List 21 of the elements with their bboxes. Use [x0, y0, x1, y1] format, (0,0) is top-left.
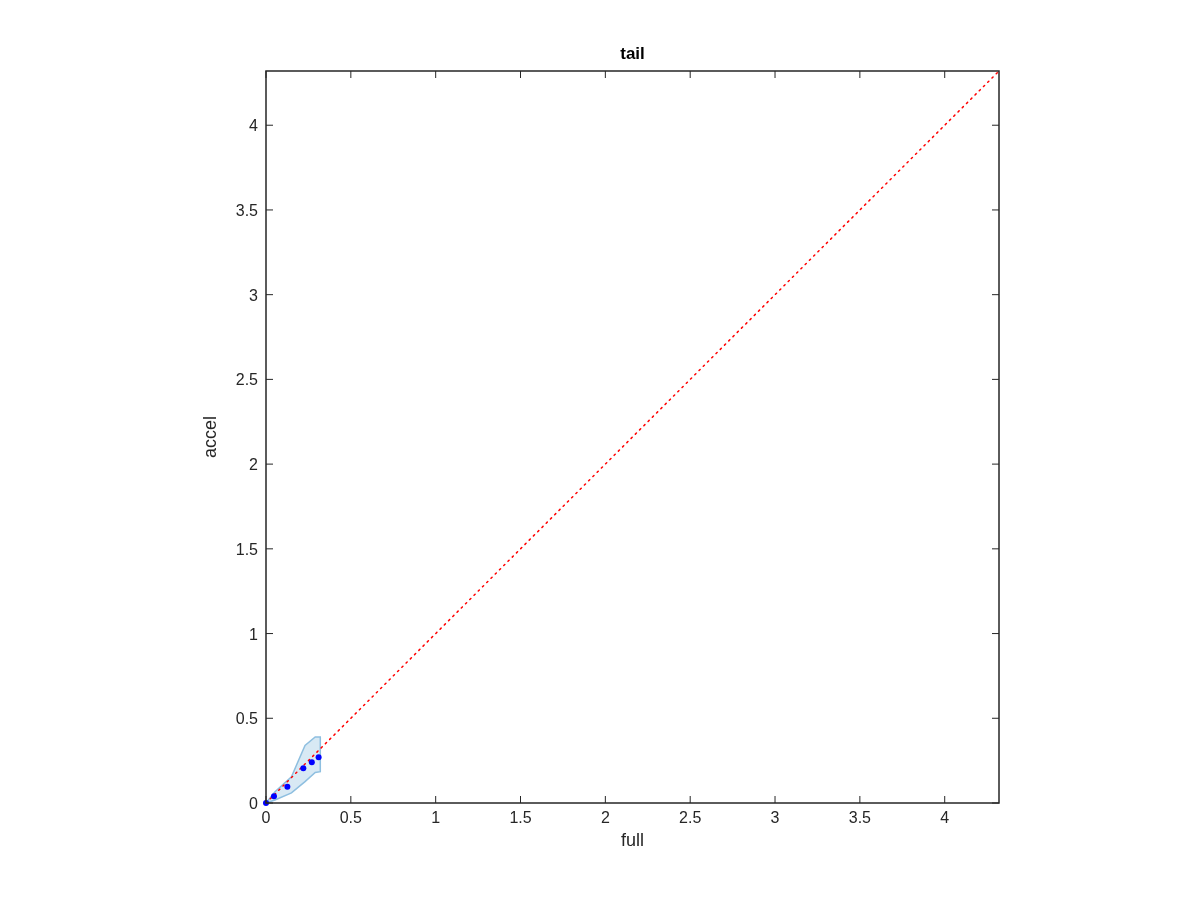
chart-title: tail [620, 44, 645, 63]
x-tick-label: 0.5 [339, 809, 363, 826]
y-tick-label: 1.5 [235, 540, 259, 558]
y-tick-label: 3.5 [235, 201, 259, 219]
x-tick-label: 1.5 [509, 809, 532, 826]
x-axis-title: full [620, 830, 645, 850]
y-tick-label: 2.5 [235, 371, 259, 389]
x-tick-label: 2 [600, 809, 610, 826]
x-tick-label: 3 [770, 809, 780, 826]
x-tick-label: 2.5 [679, 809, 702, 826]
y-tick-label: 3 [249, 286, 259, 304]
x-tick-label: 3.5 [848, 809, 872, 826]
y-tick-label: 4 [249, 117, 259, 135]
y-tick-label: 0 [249, 795, 259, 812]
y-tick-label: 0.5 [235, 710, 259, 728]
x-tick-label: 0 [261, 809, 271, 826]
y-tick-label: 1 [249, 625, 259, 643]
y-tick-label: 2 [249, 456, 259, 474]
y-axis-title: accel [200, 415, 220, 459]
x-tick-label: 4 [940, 809, 950, 826]
x-tick-label: 1 [431, 809, 441, 826]
